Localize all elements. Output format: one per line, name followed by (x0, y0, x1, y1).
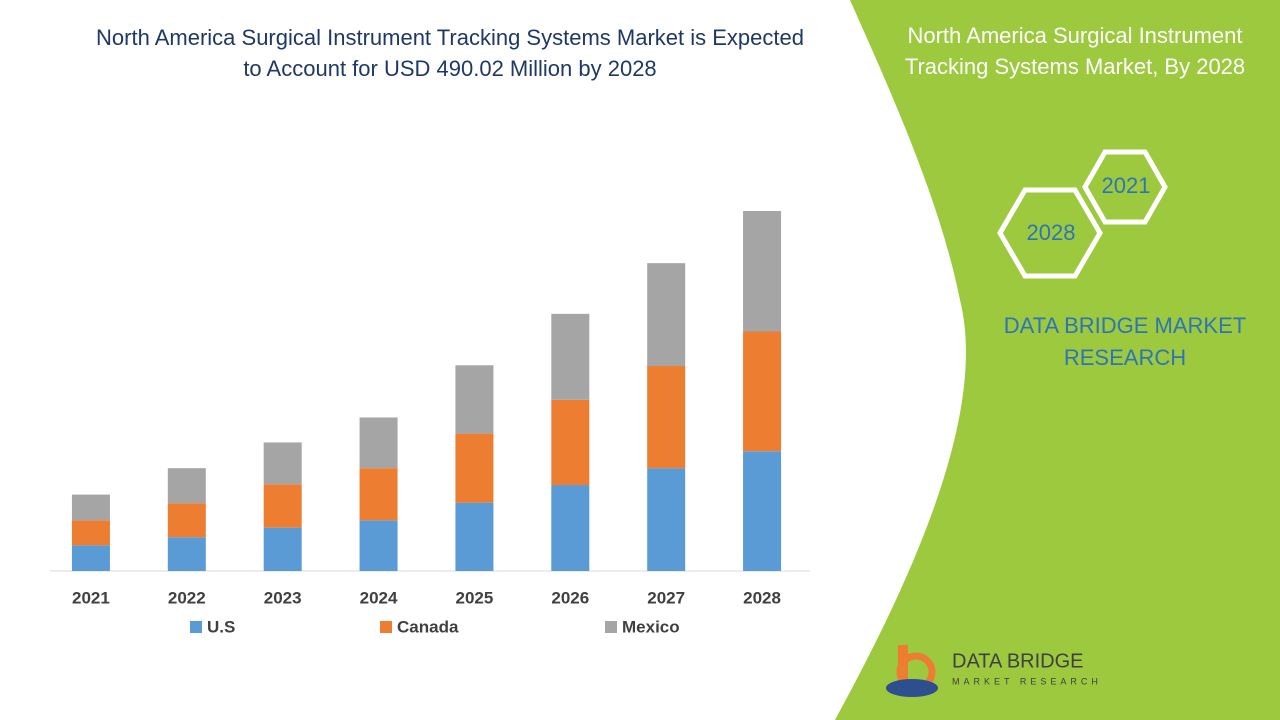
bar-segment (263, 484, 302, 528)
x-tick-label: 2027 (647, 588, 685, 607)
x-tick-label: 2021 (72, 588, 110, 607)
brand-text: DATA BRIDGE MARKET RESEARCH (1003, 313, 1247, 370)
bar-segment (743, 211, 782, 332)
title-box: North America Surgical Instrument Tracki… (96, 25, 804, 81)
bar-segment (551, 313, 590, 400)
bar-segment (263, 527, 302, 571)
bar-segment (551, 399, 590, 486)
legend-label: U.S (207, 617, 235, 636)
legend-swatch (380, 621, 392, 633)
legend-label: Canada (397, 617, 459, 636)
legend-label: Mexico (622, 617, 680, 636)
x-tick-label: 2024 (360, 588, 398, 607)
x-tick-label: 2025 (456, 588, 494, 607)
logo: DATA BRIDGE MARKET RESEARCH (886, 645, 1102, 697)
side-panel (835, 0, 1280, 720)
bar-segment (551, 485, 590, 571)
bar-segment (743, 331, 782, 452)
hexagon (997, 187, 1103, 279)
logo-tagline: MARKET RESEARCH (952, 676, 1102, 686)
legend-swatch (605, 621, 617, 633)
bar-segment (263, 442, 302, 485)
chart-title: North America Surgical Instrument Tracki… (96, 25, 804, 81)
hexagon-label: 2021 (1102, 173, 1151, 198)
x-tick-label: 2026 (551, 588, 589, 607)
brand-box: DATA BRIDGE MARKET RESEARCH (1003, 313, 1247, 370)
bar-segment (359, 417, 398, 469)
bar-segment (647, 263, 686, 367)
x-tick-label: 2023 (264, 588, 302, 607)
bar-segment (647, 468, 686, 571)
bar-segment (167, 537, 206, 571)
x-tick-label: 2022 (168, 588, 206, 607)
logo-mark (886, 679, 938, 697)
bar-segment (167, 503, 206, 538)
x-tick-label: 2028 (743, 588, 781, 607)
bar-segment (455, 433, 494, 503)
bar-segment (455, 502, 494, 571)
hexagon (1082, 149, 1168, 225)
bar-segment (71, 494, 110, 521)
bar-segment (647, 366, 686, 469)
bar-segment (71, 545, 110, 571)
bar-segment (743, 451, 782, 571)
bar-segment (71, 520, 110, 546)
bar-segment (359, 520, 398, 571)
bar-segment (455, 365, 494, 434)
panel-title: North America Surgical Instrument Tracki… (904, 23, 1246, 79)
legend-swatch (190, 621, 202, 633)
bar-segment (167, 468, 206, 504)
logo-name: DATA BRIDGE (952, 650, 1084, 672)
hexagon-label: 2028 (1027, 220, 1076, 245)
bar-segment (359, 468, 398, 521)
panel-title-box: North America Surgical Instrument Tracki… (904, 23, 1246, 79)
